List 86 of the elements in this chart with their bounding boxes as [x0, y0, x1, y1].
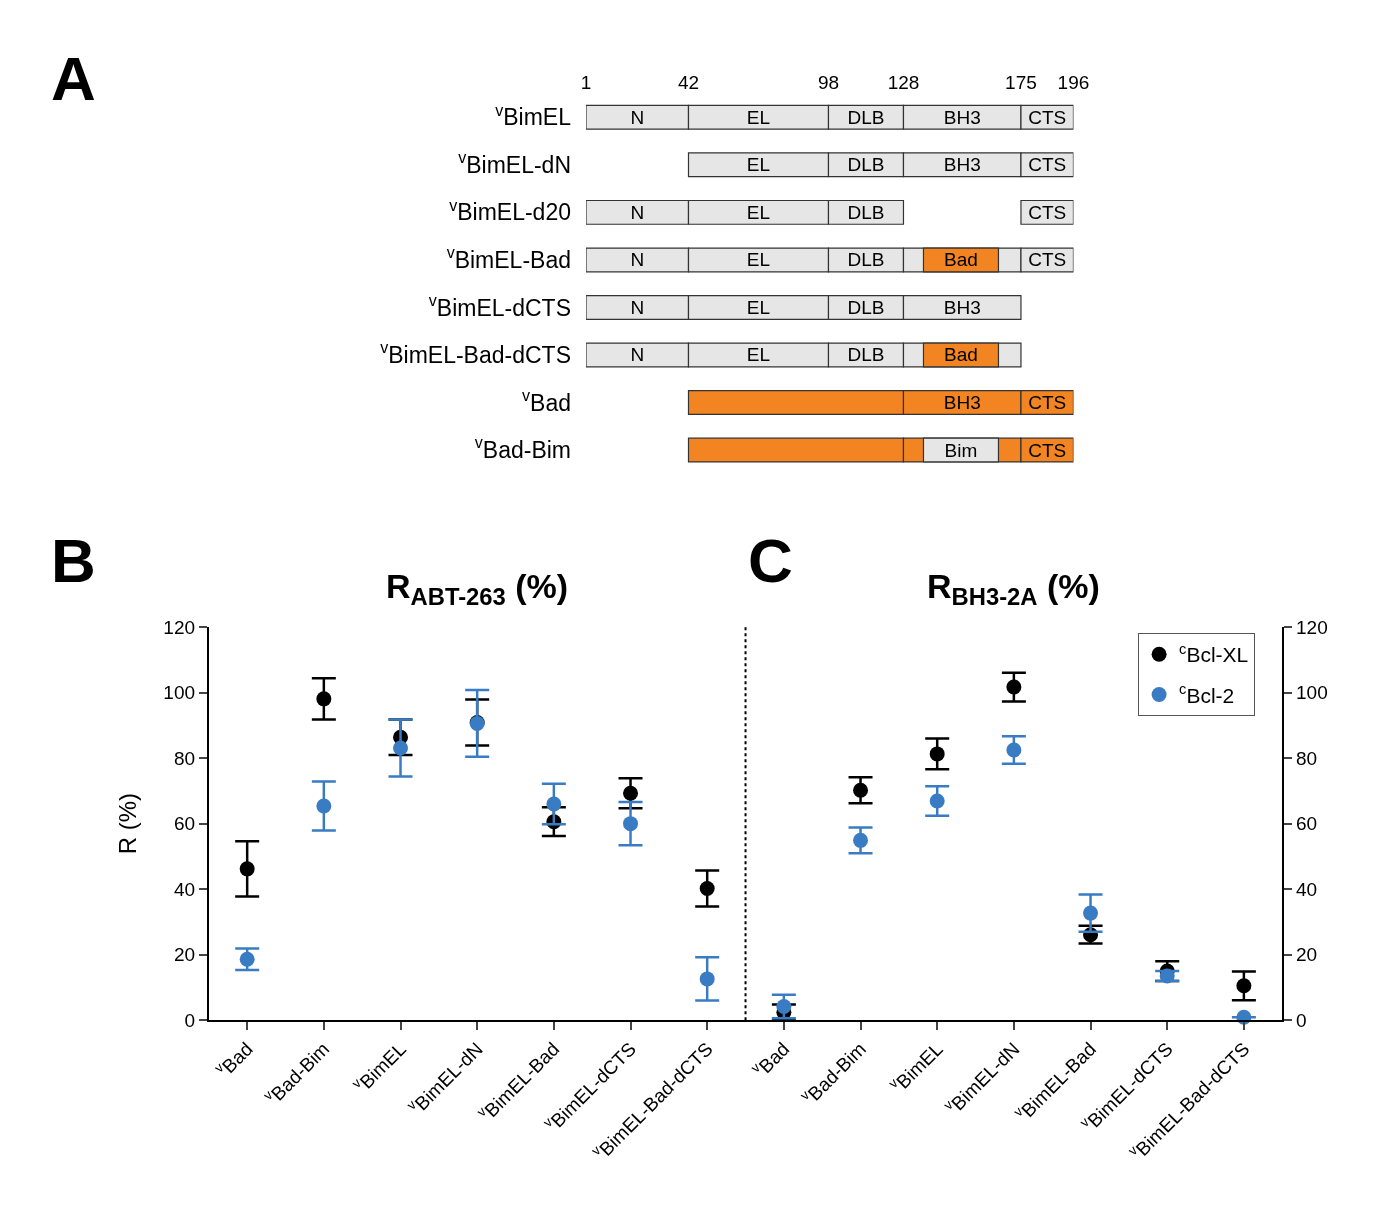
point [929, 746, 945, 762]
data-label: CTS [1028, 154, 1067, 176]
x-tick-label: 98 [817, 71, 840, 93]
y-tick-label: $^{v}$BimEL [495, 100, 572, 131]
data-label: CTS [1028, 249, 1067, 271]
y-tick-label: $^{v}$BimEL-dN [458, 148, 571, 178]
y-tick-label: 40 [173, 878, 196, 900]
point [1083, 905, 1099, 921]
point [1006, 742, 1022, 758]
y-tick-label: $^{v}$BimEL-d20 [449, 195, 571, 226]
y-tick-label: $^{v}$BimEL-dCTS [428, 290, 571, 321]
data-label: BH3 [943, 106, 981, 128]
point [623, 816, 639, 832]
y-tick-label: 0 [184, 1009, 196, 1031]
data-label: EL [746, 106, 771, 128]
data-label: DLB [847, 296, 885, 318]
data-label: BH3 [943, 392, 981, 414]
y-tick-label: 100 [1296, 682, 1328, 704]
data-label: BH3 [943, 296, 981, 318]
y-tick-label: $^{v}$Bad [522, 385, 571, 416]
data-label: Bad [944, 249, 978, 271]
text: C [748, 526, 793, 595]
point [1236, 978, 1252, 994]
point [316, 691, 332, 707]
data-label: N [630, 344, 645, 366]
y-tick-label: 120 [163, 616, 196, 638]
y-tick-label: 80 [173, 747, 196, 769]
point [699, 881, 715, 897]
y-tick-label: 20 [1296, 944, 1318, 966]
point [239, 861, 255, 877]
point [546, 796, 562, 812]
point [1006, 679, 1022, 695]
y-tick-label: 0 [1296, 1009, 1307, 1031]
data-label: EL [746, 201, 771, 223]
x-tick-label: 175 [1005, 71, 1037, 93]
point [393, 740, 409, 756]
legend-label: $^{c}$Bcl-XL [1179, 640, 1249, 667]
text: B [51, 526, 96, 595]
text: A [51, 44, 96, 113]
data-label: DLB [847, 249, 885, 271]
x-tick-label: 196 [1057, 71, 1090, 93]
data-label: N [630, 201, 645, 223]
y-tick-label: 40 [1296, 878, 1318, 900]
y-tick-label: 80 [1296, 747, 1318, 769]
data-label: EL [746, 154, 771, 176]
point [776, 998, 792, 1014]
data-label: EL [746, 249, 771, 271]
data-label: N [630, 249, 645, 271]
data-label: N [630, 106, 645, 128]
data-label: N [630, 296, 645, 318]
data-label: DLB [847, 344, 885, 366]
chart-title: R$_{BH3-2A}$ (%) [927, 567, 1100, 611]
point [853, 832, 869, 848]
point [239, 951, 255, 967]
data-label: DLB [847, 201, 885, 223]
point [853, 782, 869, 798]
x-tick-label: 1 [580, 71, 592, 93]
data-label: DLB [847, 154, 885, 176]
x-tick-label: 42 [677, 71, 700, 93]
legend-label: $^{c}$Bcl-2 [1179, 680, 1235, 707]
y-tick-label: 20 [173, 944, 196, 966]
point [929, 793, 945, 809]
y-tick-label: 120 [1296, 616, 1328, 638]
point [699, 971, 715, 987]
data-label: Bim [944, 439, 978, 461]
point [316, 798, 332, 814]
data-label: CTS [1028, 439, 1067, 461]
data-label: EL [746, 296, 771, 318]
data-label: CTS [1028, 201, 1067, 223]
y-axis-title: R (%) [113, 793, 141, 855]
data-label: EL [746, 344, 771, 366]
data-label: Bad [944, 344, 978, 366]
y-tick-label: $^{v}$BimEL-Bad [446, 243, 571, 273]
y-tick-label: 60 [173, 813, 196, 835]
y-tick-label: $^{v}$Bad-Bim [474, 433, 571, 464]
point [623, 785, 639, 801]
data-label: BH3 [943, 154, 981, 176]
data-label: DLB [847, 106, 885, 128]
x-tick-label: 128 [887, 71, 920, 93]
y-tick-label: 60 [1296, 813, 1318, 835]
chart-title: R$_{ABT-263}$ (%) [386, 567, 569, 611]
y-tick-label: $^{v}$BimEL-Bad-dCTS [380, 338, 571, 369]
data-label: CTS [1028, 392, 1067, 414]
data-label: CTS [1028, 106, 1067, 128]
point [1159, 968, 1175, 984]
y-tick-label: 100 [163, 682, 196, 704]
